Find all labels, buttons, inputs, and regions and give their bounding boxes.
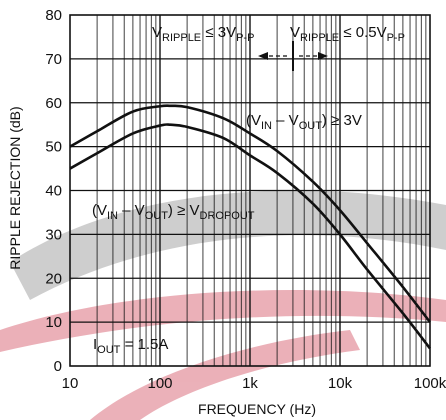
x-tick-labels: 10 100 1k 10k 100k [62, 375, 446, 392]
y-tick-label: 70 [45, 51, 62, 68]
x-tick-label: 100 [147, 375, 172, 392]
annotation-upper-curve: (VIN – VOUT) ≥ 3V [246, 112, 362, 132]
x-tick-label: 1k [242, 375, 258, 392]
x-tick-label: 10 [62, 375, 79, 392]
y-tick-label: 0 [54, 358, 62, 375]
ripple-divider [258, 41, 328, 71]
y-tick-label: 50 [45, 139, 62, 156]
series-line-2 [69, 123, 432, 350]
x-tick-label: 100k [414, 375, 446, 392]
plot-frame [69, 14, 431, 367]
grid [70, 15, 430, 366]
watermark-swoosh [0, 190, 446, 420]
x-axis-label: FREQUENCY (Hz) [198, 401, 316, 417]
y-tick-label: 10 [45, 314, 62, 331]
y-tick-label: 30 [45, 226, 62, 243]
annotation-output-current: IOUT = 1.5A [93, 336, 168, 356]
annotation-lower-curve: (VIN – VOUT) ≥ VDROPOUT [92, 202, 255, 222]
y-tick-label: 80 [45, 7, 62, 24]
x-tick-label: 10k [328, 375, 353, 392]
y-tick-labels: 0 10 20 30 40 50 60 70 80 [45, 7, 62, 375]
curves [69, 104, 432, 350]
y-tick-label: 20 [45, 270, 62, 287]
y-tick-label: 60 [45, 95, 62, 112]
y-axis-label: RIPPLE REJECTION (dB) [7, 106, 23, 269]
series-line-1 [69, 104, 432, 323]
y-tick-label: 40 [45, 183, 62, 200]
annotation-ripple-low: VRIPPLE ≤ 3VP-P [152, 24, 254, 44]
annotation-ripple-high: VRIPPLE ≤ 0.5VP-P [290, 24, 405, 44]
